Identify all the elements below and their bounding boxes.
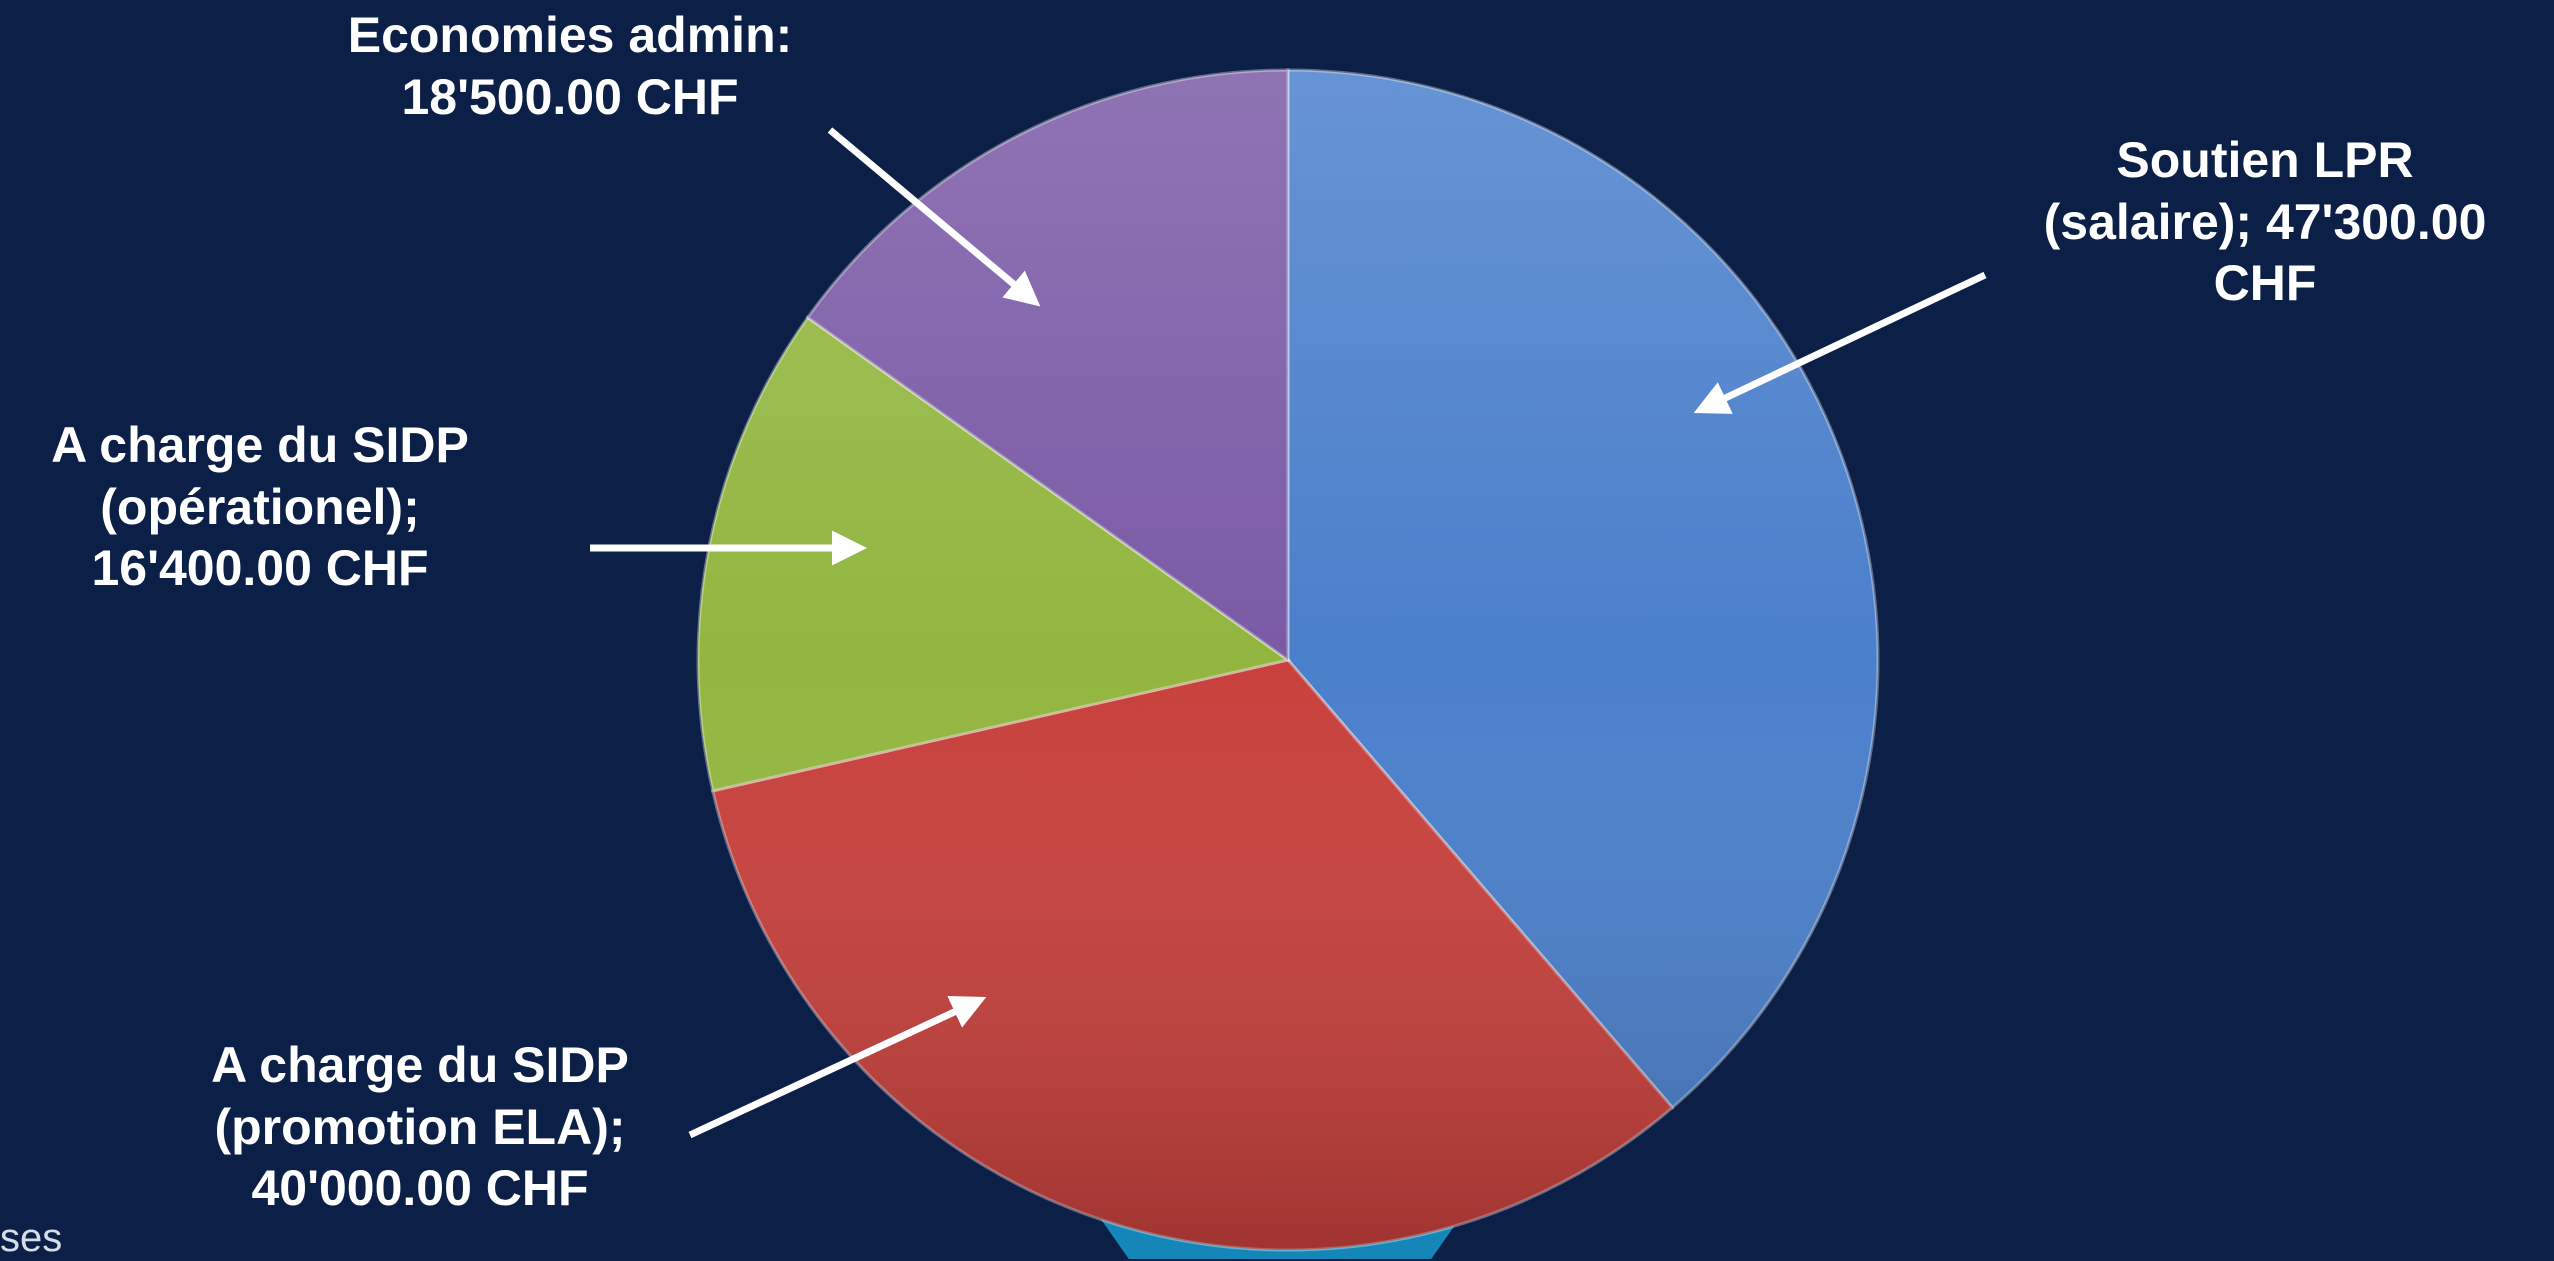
arrow-economies-admin bbox=[827, 127, 1041, 307]
slice-label-soutien-lpr: Soutien LPR (salaire); 47'300.00 CHF bbox=[2043, 132, 2487, 311]
slice-label-promotion-ela: A charge du SIDP (promotion ELA); 40'000… bbox=[211, 1037, 629, 1216]
slice-label-economies-admin: Economies admin: 18'500.00 CHF bbox=[347, 7, 793, 125]
arrow-promotion-ela bbox=[688, 995, 987, 1139]
edge-text-fragment: ses bbox=[0, 1216, 63, 1260]
slice-label-operationel: A charge du SIDP (opérationel); 16'400.0… bbox=[51, 417, 469, 596]
arrow-soutien-lpr bbox=[1693, 271, 1987, 414]
